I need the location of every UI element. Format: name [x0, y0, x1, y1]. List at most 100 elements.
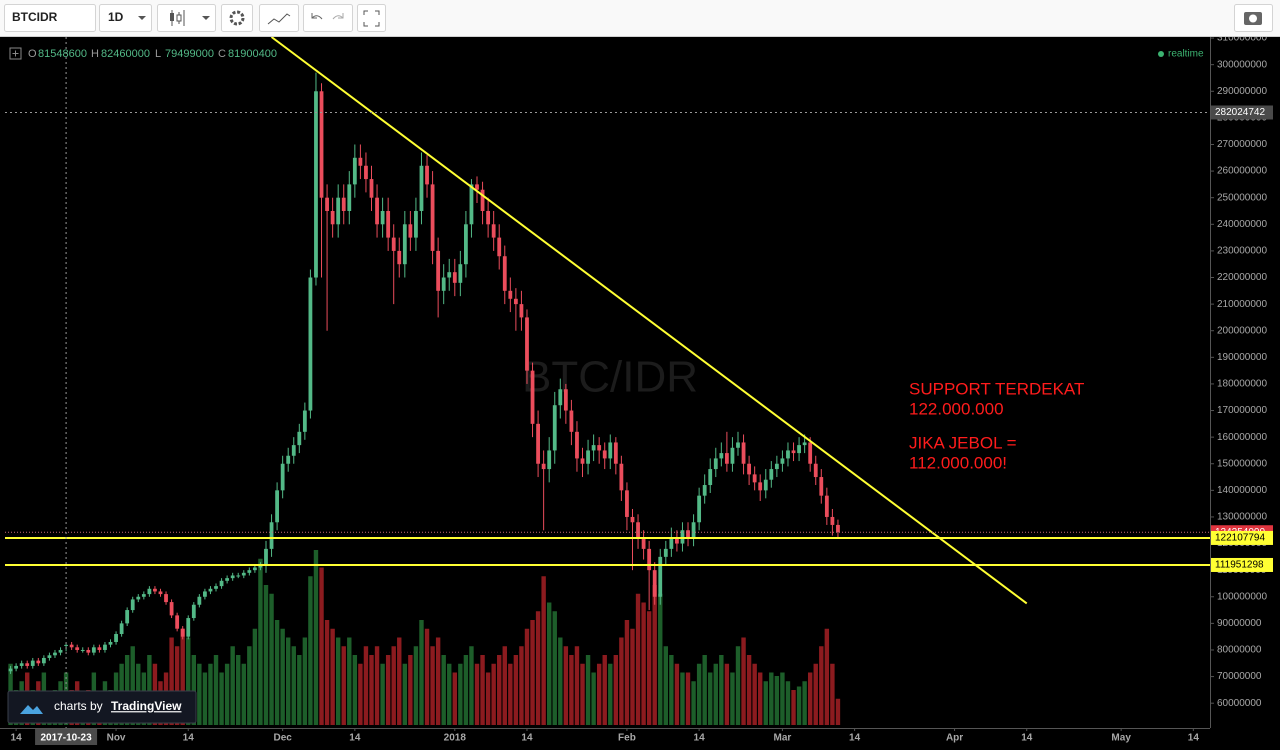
- candle-body: [591, 445, 596, 451]
- x-tick-label: Feb: [618, 733, 636, 744]
- volume-bar: [708, 672, 713, 725]
- y-tick-label: 160000000: [1217, 432, 1267, 443]
- y-tick-label: 180000000: [1217, 379, 1267, 390]
- volume-bar: [535, 611, 541, 725]
- candle-body: [741, 442, 746, 464]
- volume-bar: [236, 655, 241, 725]
- candle-body: [175, 615, 180, 629]
- candle-body: [758, 482, 763, 491]
- candle-body: [613, 442, 618, 464]
- candle-body: [130, 599, 135, 611]
- y-tick-label: 310000000: [1217, 33, 1267, 44]
- volume-bar: [219, 672, 224, 725]
- x-tick-label: Dec: [273, 733, 292, 744]
- hline-label: 122107794: [1215, 533, 1265, 544]
- volume-bar: [602, 655, 607, 725]
- volume-bar: [608, 663, 613, 725]
- y-tick-label: 230000000: [1217, 246, 1267, 257]
- candle-body: [508, 290, 513, 299]
- candle-body: [203, 591, 207, 597]
- volume-bar: [624, 620, 630, 725]
- candle-body: [53, 652, 57, 656]
- crosshair-x-label: 2017-10-23: [41, 733, 93, 744]
- candle-body: [291, 445, 296, 456]
- volume-bar: [619, 637, 624, 725]
- y-tick-label: 200000000: [1217, 325, 1267, 336]
- candle-body: [824, 495, 829, 517]
- candle-body: [441, 277, 446, 291]
- volume-bar: [341, 646, 346, 725]
- y-tick-label: 240000000: [1217, 219, 1267, 230]
- x-tick-label: 14: [183, 733, 195, 744]
- candle-body: [547, 450, 552, 470]
- volume-bar: [452, 672, 457, 725]
- status: realtime: [1168, 49, 1204, 60]
- price-axis: [1210, 37, 1280, 745]
- candle-body: [258, 564, 263, 568]
- volume-bar: [813, 663, 818, 725]
- candle-body: [402, 224, 407, 265]
- gear-icon: [229, 10, 245, 26]
- volume-bar: [280, 628, 285, 725]
- volume-bar: [780, 672, 785, 725]
- candle-body: [747, 463, 752, 475]
- volume-bar: [302, 637, 308, 725]
- candle-body: [286, 455, 291, 464]
- volume-bar: [252, 628, 258, 725]
- volume-bar: [224, 663, 230, 725]
- volume-bar: [824, 628, 830, 725]
- volume-bar: [241, 663, 246, 725]
- volume-bar: [524, 628, 530, 725]
- candle-body: [308, 277, 313, 411]
- candle-body: [463, 224, 468, 265]
- volume-bar: [541, 576, 546, 725]
- status-dot: [1158, 51, 1164, 57]
- volume-bar: [297, 655, 302, 725]
- candle-body: [425, 165, 429, 185]
- x-tick-label: 14: [849, 733, 861, 744]
- y-tick-label: 90000000: [1217, 618, 1262, 629]
- x-tick-label: 14: [1021, 733, 1033, 744]
- expand-icon[interactable]: [9, 47, 22, 60]
- settings-button[interactable]: [221, 4, 253, 32]
- volume-bar: [508, 663, 513, 725]
- candle-body: [452, 272, 457, 283]
- candle-body: [430, 184, 435, 251]
- candle-body: [602, 450, 607, 459]
- volume-bar: [758, 672, 763, 725]
- candle-body: [236, 575, 241, 577]
- attribution-brand[interactable]: TradingView: [111, 699, 182, 713]
- attribution-box[interactable]: [7, 690, 197, 724]
- candle-body: [541, 463, 546, 470]
- volume-bar: [408, 655, 413, 725]
- candle-body: [658, 556, 663, 597]
- volume-bar: [658, 593, 663, 725]
- indicators-button[interactable]: [259, 4, 299, 32]
- candle-body: [25, 663, 30, 666]
- volume-bar: [702, 655, 707, 725]
- interval-box[interactable]: [99, 4, 152, 32]
- volume-bar: [669, 655, 674, 725]
- y-tick-label: 150000000: [1217, 458, 1267, 469]
- candle-body: [158, 591, 163, 595]
- candle-body: [586, 450, 590, 464]
- volume-bar: [685, 672, 691, 725]
- undo-redo[interactable]: [303, 4, 353, 32]
- candle-body: [502, 256, 507, 291]
- candle-body: [169, 602, 174, 616]
- volume-bar: [830, 663, 835, 725]
- ohlc-value: 81548600: [38, 48, 87, 60]
- candle-body: [191, 604, 196, 619]
- candle-body: [58, 649, 63, 653]
- candle-body: [241, 572, 246, 576]
- symbol-box[interactable]: [4, 4, 96, 32]
- candle-body: [802, 442, 807, 446]
- candle-body: [419, 165, 424, 211]
- x-tick-label: 14: [694, 733, 706, 744]
- volume-bar: [474, 663, 480, 725]
- volume-bar: [802, 681, 807, 725]
- candle-body: [752, 474, 757, 483]
- candle-body: [675, 538, 679, 544]
- fullscreen-button[interactable]: [357, 4, 386, 32]
